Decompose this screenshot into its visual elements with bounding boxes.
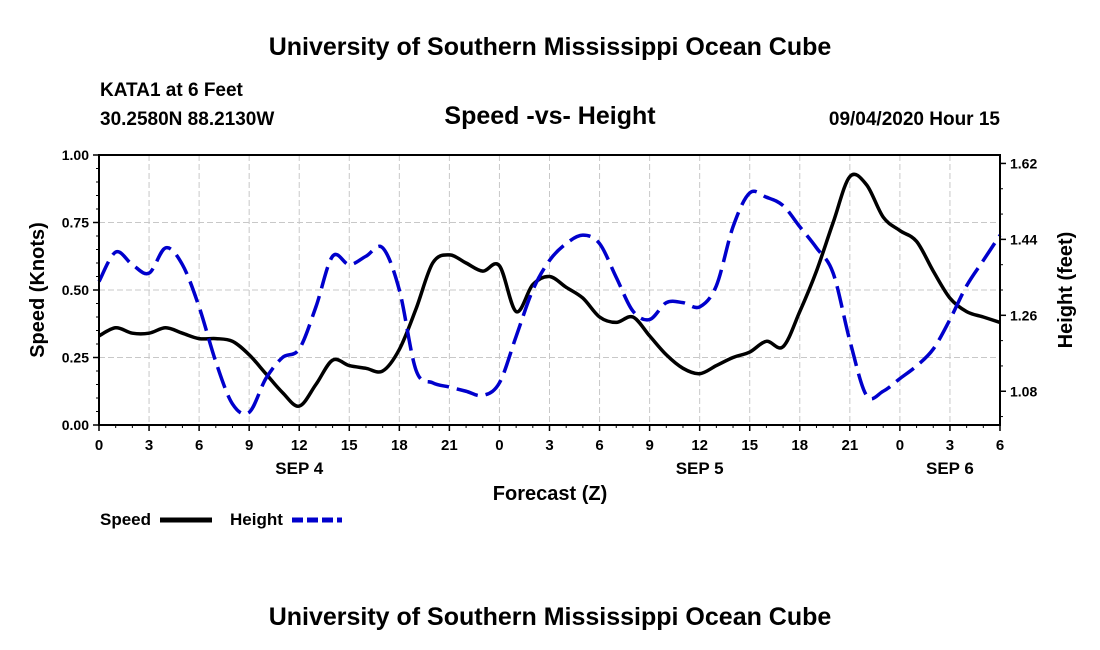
coords-label: 30.2580N 88.2130W xyxy=(100,109,274,130)
series-line-height xyxy=(97,189,1002,416)
y-ticks-left: 0.00 0.25 0.50 0.75 1.00 xyxy=(62,147,99,433)
x-tick-label: 6 xyxy=(195,437,203,454)
series xyxy=(97,172,1002,416)
date-label: SEP 4 xyxy=(275,459,323,478)
y2-tick-label: 1.26 xyxy=(1010,307,1037,323)
legend: Speed Height xyxy=(100,510,342,529)
y-tick-label: 1.00 xyxy=(62,147,89,163)
x-tick-label: 12 xyxy=(291,437,308,454)
y2-tick-label: 1.62 xyxy=(1010,155,1037,171)
date-labels: SEP 4 SEP 5 SEP 6 xyxy=(275,459,974,478)
date-label: SEP 6 xyxy=(926,459,974,478)
page-title: University of Southern Mississippi Ocean… xyxy=(269,33,832,61)
date-label: SEP 5 xyxy=(676,459,724,478)
y-tick-label: 0.25 xyxy=(62,350,89,366)
y-tick-label: 0.75 xyxy=(62,215,89,231)
x-tick-label: 18 xyxy=(391,437,408,454)
x-tick-label: 3 xyxy=(145,437,153,454)
x-tick-label: 15 xyxy=(741,437,758,454)
y2-tick-label: 1.44 xyxy=(1010,231,1037,247)
x-tick-label: 18 xyxy=(791,437,808,454)
x-tick-label: 0 xyxy=(495,437,503,454)
x-tick-label: 21 xyxy=(841,437,858,454)
x-tick-label: 0 xyxy=(95,437,103,454)
legend-label-speed: Speed xyxy=(100,510,151,529)
grid xyxy=(99,155,1000,425)
x-tick-label: 6 xyxy=(595,437,603,454)
x-tick-label: 12 xyxy=(691,437,708,454)
x-tick-label: 9 xyxy=(645,437,653,454)
x-ticks: 0 3 6 9 12 15 18 21 0 3 6 9 12 15 18 21 0 3 6 xyxy=(95,425,1004,454)
series-line-speed xyxy=(98,172,1001,408)
x-tick-label: 15 xyxy=(341,437,358,454)
y-axis-label-left: Speed (Knots) xyxy=(27,222,49,358)
legend-label-height: Height xyxy=(230,510,283,529)
station-label: KATA1 at 6 Feet xyxy=(100,80,244,101)
y2-tick-label: 1.08 xyxy=(1010,383,1037,399)
x-tick-label: 3 xyxy=(545,437,553,454)
y-tick-label: 0.00 xyxy=(62,417,89,433)
y-tick-label: 0.50 xyxy=(62,282,89,298)
x-tick-label: 21 xyxy=(441,437,458,454)
x-tick-label: 3 xyxy=(946,437,954,454)
chart-title: Speed -vs- Height xyxy=(444,102,656,130)
y-ticks-right: 1.08 1.26 1.44 1.62 xyxy=(1000,155,1037,418)
y-axis-label-right: Height (feet) xyxy=(1055,232,1077,349)
datetime-label: 09/04/2020 Hour 15 xyxy=(829,109,1001,130)
footer-title: University of Southern Mississippi Ocean… xyxy=(269,603,832,631)
x-tick-label: 9 xyxy=(245,437,253,454)
x-axis-label: Forecast (Z) xyxy=(493,483,607,505)
x-tick-label: 6 xyxy=(996,437,1004,454)
x-tick-label: 0 xyxy=(896,437,904,454)
plot-frame xyxy=(98,154,1001,426)
